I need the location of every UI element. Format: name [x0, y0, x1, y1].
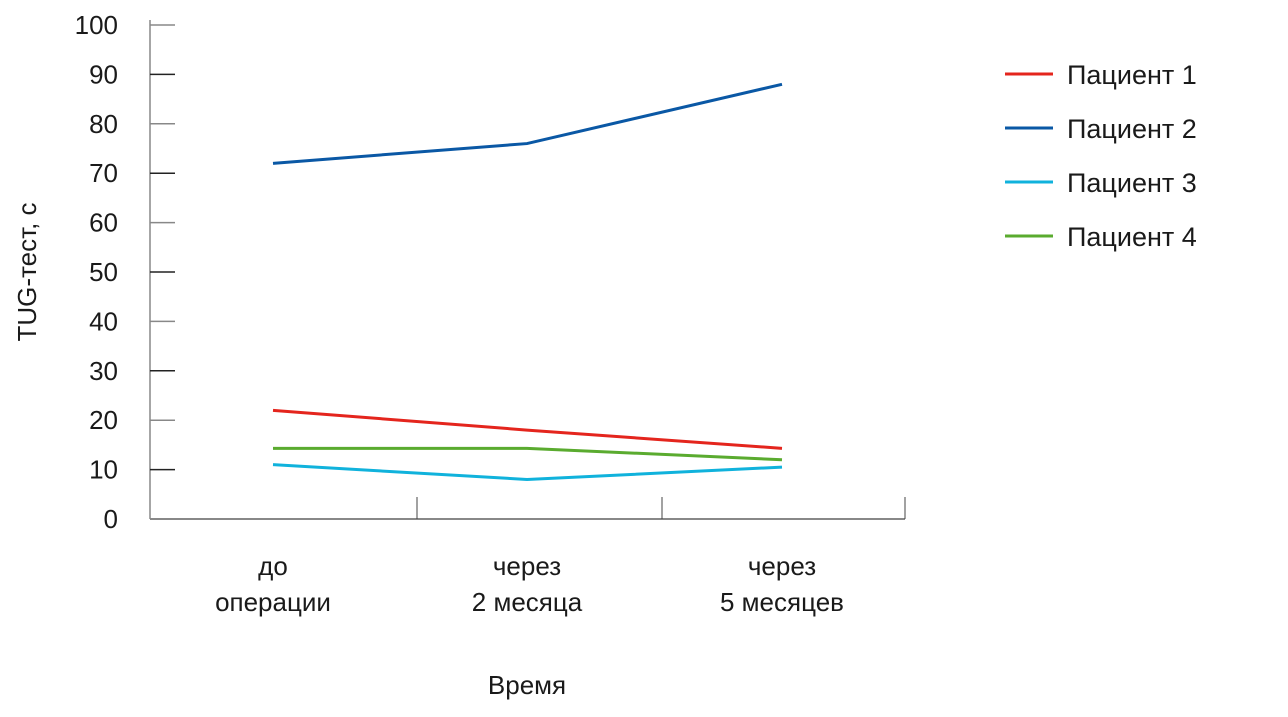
- x-axis-label: Время: [488, 670, 566, 700]
- x-tick-label: операции: [215, 587, 331, 617]
- y-tick-label: 60: [89, 208, 118, 238]
- y-tick-label: 20: [89, 405, 118, 435]
- y-tick-label: 50: [89, 257, 118, 287]
- y-tick-label: 80: [89, 109, 118, 139]
- x-tick-label: через: [493, 551, 561, 581]
- y-tick-label: 0: [104, 504, 118, 534]
- legend-label-2: Пациент 2: [1067, 114, 1197, 144]
- x-tick-label: до: [258, 551, 288, 581]
- series-line-4: [273, 446, 783, 462]
- legend-label-1: Пациент 1: [1067, 60, 1197, 90]
- x-tick-label: через: [748, 551, 816, 581]
- x-tick-label: 5 месяцев: [720, 587, 844, 617]
- series-line-1: [272, 408, 783, 450]
- x-tick-label: 2 месяца: [472, 587, 583, 617]
- y-tick-label: 100: [75, 10, 118, 40]
- y-tick-label: 90: [89, 59, 118, 89]
- y-tick-label: 70: [89, 158, 118, 188]
- legend-label-4: Пациент 4: [1067, 222, 1197, 252]
- series-line-2: [272, 82, 783, 165]
- y-axis-label: TUG-тест, с: [12, 202, 42, 341]
- legend-label-3: Пациент 3: [1067, 168, 1197, 198]
- y-tick-label: 40: [89, 306, 118, 336]
- y-tick-label: 10: [89, 455, 118, 485]
- y-tick-label: 30: [89, 356, 118, 386]
- series-line-3: [272, 463, 783, 481]
